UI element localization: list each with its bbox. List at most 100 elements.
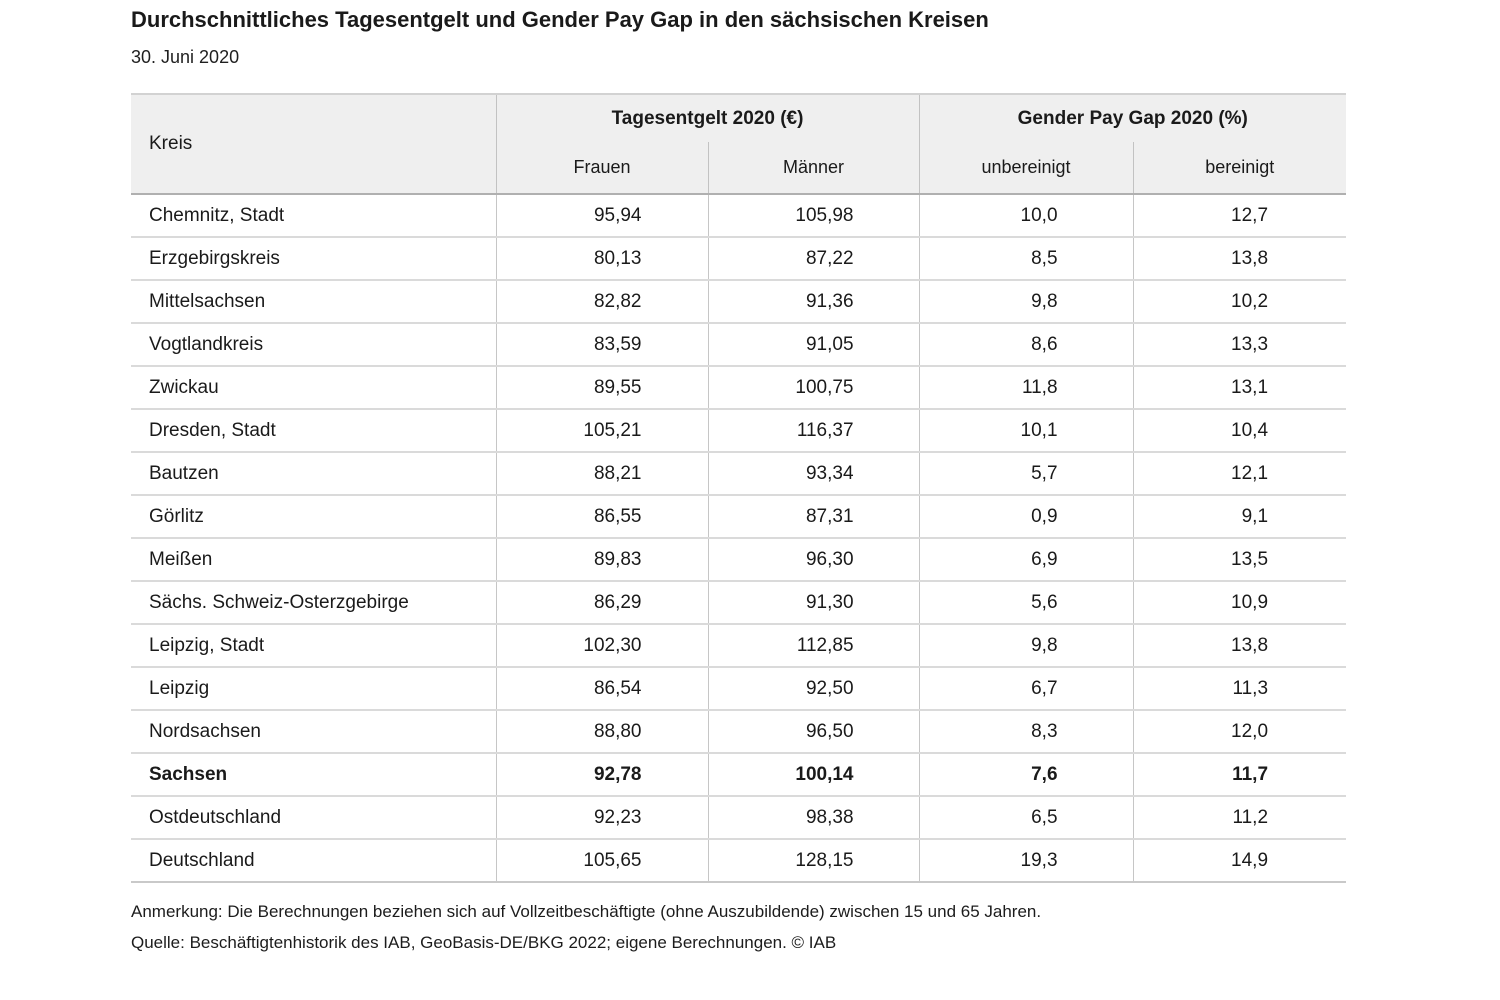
frauen-value: 89,83 — [496, 538, 709, 581]
bereinigt-value: 13,3 — [1133, 323, 1347, 366]
table-row: Nordsachsen 88,80 96,50 8,3 12,0 — [131, 710, 1347, 753]
bereinigt-value: 12,1 — [1133, 452, 1347, 495]
unbereinigt-value: 8,3 — [919, 710, 1134, 753]
table-row: Zwickau 89,55 100,75 11,8 13,1 — [131, 366, 1347, 409]
maenner-value: 87,22 — [708, 237, 920, 280]
maenner-value: 91,36 — [708, 280, 920, 323]
table-row: Görlitz 86,55 87,31 0,9 9,1 — [131, 495, 1347, 538]
footnotes: Anmerkung: Die Berechnungen beziehen sic… — [131, 896, 1345, 958]
bereinigt-value: 13,1 — [1133, 366, 1347, 409]
kreis-cell: Deutschland — [131, 839, 497, 882]
bereinigt-value: 11,3 — [1133, 667, 1347, 710]
kreis-cell: Ostdeutschland — [131, 796, 497, 839]
table-row: Meißen 89,83 96,30 6,9 13,5 — [131, 538, 1347, 581]
frauen-value: 88,80 — [496, 710, 709, 753]
table-row: Chemnitz, Stadt 95,94 105,98 10,0 12,7 — [131, 194, 1347, 237]
maenner-value: 93,34 — [708, 452, 920, 495]
maenner-value: 98,38 — [708, 796, 920, 839]
bereinigt-value: 11,2 — [1133, 796, 1347, 839]
source-text: Quelle: Beschäftigtenhistorik des IAB, G… — [131, 933, 837, 952]
maenner-value: 91,05 — [708, 323, 920, 366]
frauen-value: 86,54 — [496, 667, 709, 710]
bereinigt-value: 11,7 — [1133, 753, 1347, 796]
table-row: Ostdeutschland 92,23 98,38 6,5 11,2 — [131, 796, 1347, 839]
unbereinigt-value: 9,8 — [919, 280, 1134, 323]
table-row: Leipzig, Stadt 102,30 112,85 9,8 13,8 — [131, 624, 1347, 667]
table-row: Sachsen 92,78 100,14 7,6 11,7 — [131, 753, 1347, 796]
kreis-cell: Bautzen — [131, 452, 497, 495]
maenner-value: 96,30 — [708, 538, 920, 581]
unbereinigt-column-header: unbereinigt — [919, 142, 1134, 194]
kreis-cell: Sachsen — [131, 753, 497, 796]
unbereinigt-value: 5,6 — [919, 581, 1134, 624]
bereinigt-value: 10,2 — [1133, 280, 1347, 323]
table-row: Deutschland 105,65 128,15 19,3 14,9 — [131, 839, 1347, 882]
kreis-cell: Chemnitz, Stadt — [131, 194, 497, 237]
table-row: Dresden, Stadt 105,21 116,37 10,1 10,4 — [131, 409, 1347, 452]
frauen-value: 80,13 — [496, 237, 709, 280]
kreis-cell: Mittelsachsen — [131, 280, 497, 323]
frauen-value: 82,82 — [496, 280, 709, 323]
frauen-column-header: Frauen — [496, 142, 709, 194]
table-row: Sächs. Schweiz-Osterzgebirge 86,29 91,30 5,… — [131, 581, 1347, 624]
kreis-cell: Görlitz — [131, 495, 497, 538]
frauen-value: 105,65 — [496, 839, 709, 882]
unbereinigt-value: 8,6 — [919, 323, 1134, 366]
maenner-value: 105,98 — [708, 194, 920, 237]
gender-pay-gap-group-header: Gender Pay Gap 2020 (%) — [919, 94, 1347, 142]
maenner-value: 100,75 — [708, 366, 920, 409]
frauen-value: 88,21 — [496, 452, 709, 495]
frauen-value: 83,59 — [496, 323, 709, 366]
frauen-value: 95,94 — [496, 194, 709, 237]
frauen-value: 86,55 — [496, 495, 709, 538]
kreis-cell: Zwickau — [131, 366, 497, 409]
table-row: Leipzig 86,54 92,50 6,7 11,3 — [131, 667, 1347, 710]
maenner-value: 92,50 — [708, 667, 920, 710]
note-text: Anmerkung: Die Berechnungen beziehen sic… — [131, 902, 1042, 921]
frauen-value: 105,21 — [496, 409, 709, 452]
unbereinigt-value: 0,9 — [919, 495, 1134, 538]
unbereinigt-value: 6,9 — [919, 538, 1134, 581]
unbereinigt-value: 5,7 — [919, 452, 1134, 495]
bereinigt-column-header: bereinigt — [1133, 142, 1347, 194]
maenner-value: 112,85 — [708, 624, 920, 667]
bereinigt-value: 14,9 — [1133, 839, 1347, 882]
bereinigt-value: 10,4 — [1133, 409, 1347, 452]
kreis-cell: Erzgebirgskreis — [131, 237, 497, 280]
maenner-column-header: Männer — [708, 142, 920, 194]
frauen-value: 92,78 — [496, 753, 709, 796]
bereinigt-value: 13,8 — [1133, 237, 1347, 280]
unbereinigt-value: 7,6 — [919, 753, 1134, 796]
kreis-cell: Leipzig, Stadt — [131, 624, 497, 667]
table-row: Mittelsachsen 82,82 91,36 9,8 10,2 — [131, 280, 1347, 323]
unbereinigt-value: 9,8 — [919, 624, 1134, 667]
table-header: Kreis Tagesentgelt 2020 (€) Gender Pay G… — [131, 94, 1347, 194]
table-row: Vogtlandkreis 83,59 91,05 8,6 13,3 — [131, 323, 1347, 366]
bereinigt-value: 13,5 — [1133, 538, 1347, 581]
unbereinigt-value: 8,5 — [919, 237, 1134, 280]
kreis-column-header: Kreis — [131, 94, 497, 194]
table-row: Erzgebirgskreis 80,13 87,22 8,5 13,8 — [131, 237, 1347, 280]
frauen-value: 102,30 — [496, 624, 709, 667]
maenner-value: 116,37 — [708, 409, 920, 452]
maenner-value: 96,50 — [708, 710, 920, 753]
unbereinigt-value: 6,5 — [919, 796, 1134, 839]
bereinigt-value: 12,7 — [1133, 194, 1347, 237]
table-row: Bautzen 88,21 93,34 5,7 12,1 — [131, 452, 1347, 495]
frauen-value: 92,23 — [496, 796, 709, 839]
frauen-value: 89,55 — [496, 366, 709, 409]
kreis-cell: Leipzig — [131, 667, 497, 710]
unbereinigt-value: 11,8 — [919, 366, 1134, 409]
kreis-cell: Nordsachsen — [131, 710, 497, 753]
maenner-value: 87,31 — [708, 495, 920, 538]
page-subtitle: 30. Juni 2020 — [131, 47, 240, 67]
maenner-value: 91,30 — [708, 581, 920, 624]
unbereinigt-value: 10,1 — [919, 409, 1134, 452]
bereinigt-value: 12,0 — [1133, 710, 1347, 753]
data-table: Kreis Tagesentgelt 2020 (€) Gender Pay G… — [131, 93, 1347, 883]
unbereinigt-value: 10,0 — [919, 194, 1134, 237]
unbereinigt-value: 19,3 — [919, 839, 1134, 882]
kreis-cell: Sächs. Schweiz-Osterzgebirge — [131, 581, 497, 624]
kreis-cell: Meißen — [131, 538, 497, 581]
kreis-cell: Dresden, Stadt — [131, 409, 497, 452]
